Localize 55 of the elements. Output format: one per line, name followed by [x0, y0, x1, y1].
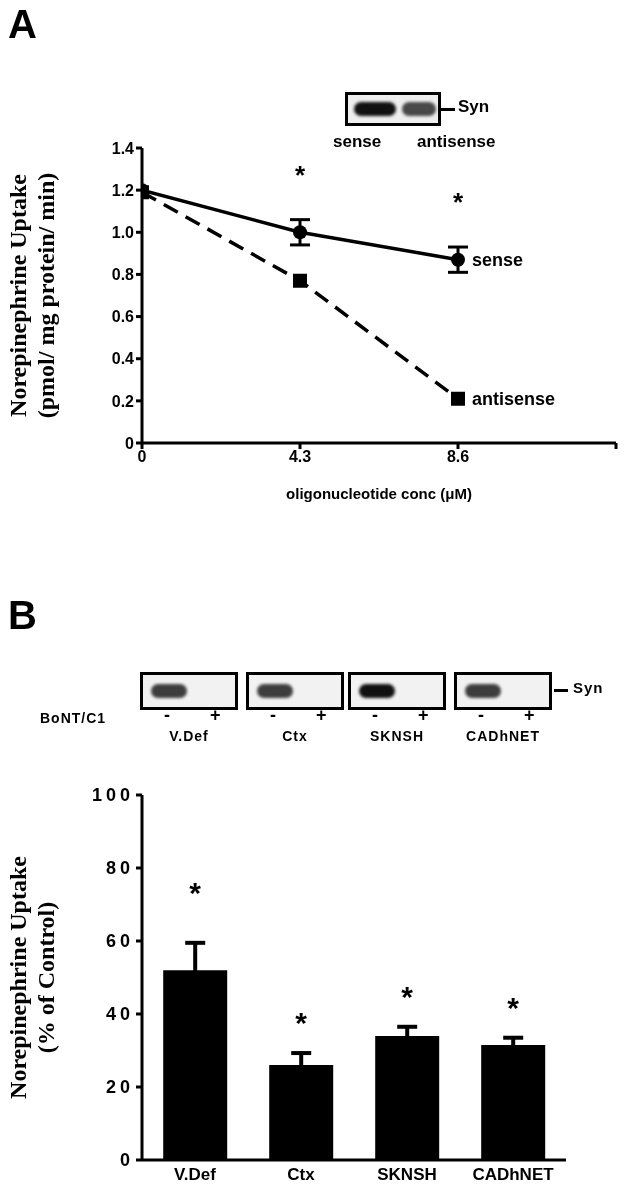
- y-axis-title: Norepinephrine Uptake (pmol/ mg protein/ min): [5, 172, 59, 419]
- annotation: *: [401, 979, 414, 1013]
- point: [451, 391, 465, 406]
- text: -: [270, 705, 277, 725]
- category-label: V.Def: [169, 728, 209, 744]
- annotation: *: [294, 159, 306, 190]
- annotation: *: [452, 187, 464, 218]
- x-tick-label: CADhNET: [472, 1165, 555, 1185]
- category-label: Ctx: [282, 728, 308, 744]
- annotation: *: [189, 875, 202, 909]
- text: Syn: [573, 679, 604, 696]
- y-tick-label: 1.4: [111, 139, 135, 157]
- y-tick-label: 1.0: [111, 223, 135, 241]
- x-tick-label: SKNSH: [377, 1165, 437, 1185]
- category-label: SKNSH: [369, 728, 424, 744]
- text: +: [524, 705, 536, 725]
- text: BoNT/C1: [40, 710, 107, 726]
- annotation: sense: [333, 132, 382, 152]
- x-tick-label: V.Def: [174, 1165, 217, 1185]
- text: +: [210, 705, 222, 726]
- y-tick-label: 40: [105, 1004, 134, 1025]
- text: Syn: [458, 97, 490, 117]
- y-tick-label: 0.8: [111, 266, 135, 284]
- text: +: [316, 705, 328, 725]
- x-tick-label: 8.6: [446, 448, 470, 466]
- y-tick-label: 0: [119, 1150, 134, 1171]
- y-tick-label: 0.2: [111, 392, 135, 410]
- point: [293, 225, 307, 240]
- y-tick-label: 100: [91, 785, 134, 806]
- annotation: *: [295, 1006, 308, 1040]
- text: -: [164, 705, 171, 726]
- y-tick-label: 1.2: [111, 181, 135, 199]
- x-tick-label: Ctx: [287, 1165, 316, 1185]
- y-tick-label: 80: [105, 858, 134, 879]
- series-label: antisense: [472, 388, 556, 409]
- x-tick-label: 0: [137, 448, 147, 466]
- annotation: antisense: [417, 132, 496, 152]
- point: [293, 273, 307, 288]
- category-label: CADhNET: [466, 728, 540, 744]
- text: -: [372, 705, 379, 725]
- y-tick-label: 0: [125, 434, 135, 452]
- chart-title: A: [8, 2, 37, 47]
- point: [451, 252, 465, 267]
- y-axis-title: Norepinephrine Uptake (% of Control): [5, 855, 59, 1099]
- y-tick-label: 0.4: [111, 350, 135, 368]
- x-axis-title: oligonucleotide conc (μM): [286, 485, 472, 502]
- text: +: [418, 705, 430, 725]
- y-tick-label: 20: [105, 1077, 134, 1098]
- series-label: sense: [472, 249, 524, 270]
- chart-title: B: [8, 593, 37, 638]
- annotation: *: [507, 990, 520, 1024]
- y-tick-label: 0.6: [111, 308, 135, 326]
- text: -: [478, 705, 485, 725]
- x-tick-label: 4.3: [288, 448, 312, 466]
- y-tick-label: 60: [105, 931, 134, 952]
